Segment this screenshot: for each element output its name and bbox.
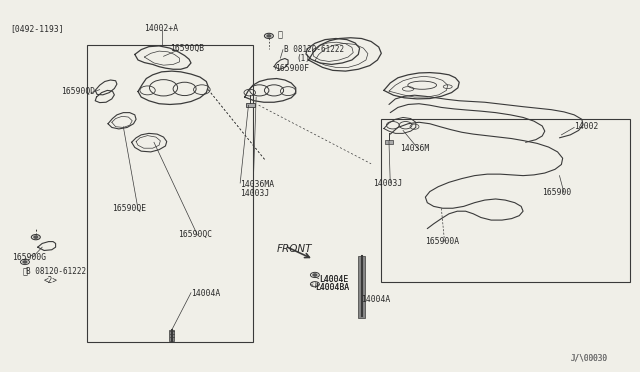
Bar (381, 119, 630, 282)
Text: 14004A: 14004A (362, 295, 391, 304)
Text: L4004BA: L4004BA (315, 283, 349, 292)
Text: 16590QC: 16590QC (178, 230, 212, 239)
Text: 16590QD: 16590QD (61, 87, 95, 96)
Circle shape (23, 261, 27, 263)
Text: 14002: 14002 (574, 122, 598, 131)
Text: L4004BA: L4004BA (315, 283, 349, 292)
Text: J/\00030: J/\00030 (570, 354, 607, 363)
Circle shape (267, 35, 271, 37)
Text: (1): (1) (296, 54, 310, 62)
Text: 16590QE: 16590QE (113, 204, 147, 213)
Text: 165900F: 165900F (275, 64, 309, 73)
Text: 165900G: 165900G (12, 253, 46, 262)
Text: 14003J: 14003J (240, 189, 269, 198)
Bar (87, 45, 253, 341)
Text: 165900: 165900 (542, 188, 572, 197)
Text: B 08120-61222: B 08120-61222 (284, 45, 344, 54)
Text: J/\00030: J/\00030 (570, 354, 607, 363)
Circle shape (34, 236, 38, 238)
Bar (246, 103, 255, 108)
Text: Ⓑ: Ⓑ (22, 267, 28, 276)
Text: 14003J: 14003J (373, 179, 403, 187)
Text: Ⓑ: Ⓑ (278, 30, 283, 39)
Bar (358, 256, 365, 318)
Text: [0492-1193]: [0492-1193] (10, 24, 64, 33)
Text: 14004A: 14004A (191, 289, 220, 298)
Text: L4004E: L4004E (319, 275, 348, 284)
Circle shape (313, 274, 317, 276)
Bar (385, 140, 393, 144)
Bar (170, 330, 174, 341)
Text: <2>: <2> (44, 276, 58, 285)
Text: 14036MA: 14036MA (240, 180, 275, 189)
Text: B 08120-61222: B 08120-61222 (26, 267, 86, 276)
Text: 165900A: 165900A (426, 237, 460, 246)
Text: 16590QB: 16590QB (170, 44, 204, 53)
Text: FRONT: FRONT (276, 244, 312, 254)
Text: 14002+A: 14002+A (145, 24, 179, 33)
Text: 14036M: 14036M (400, 144, 429, 153)
Text: L4004E: L4004E (319, 275, 348, 284)
